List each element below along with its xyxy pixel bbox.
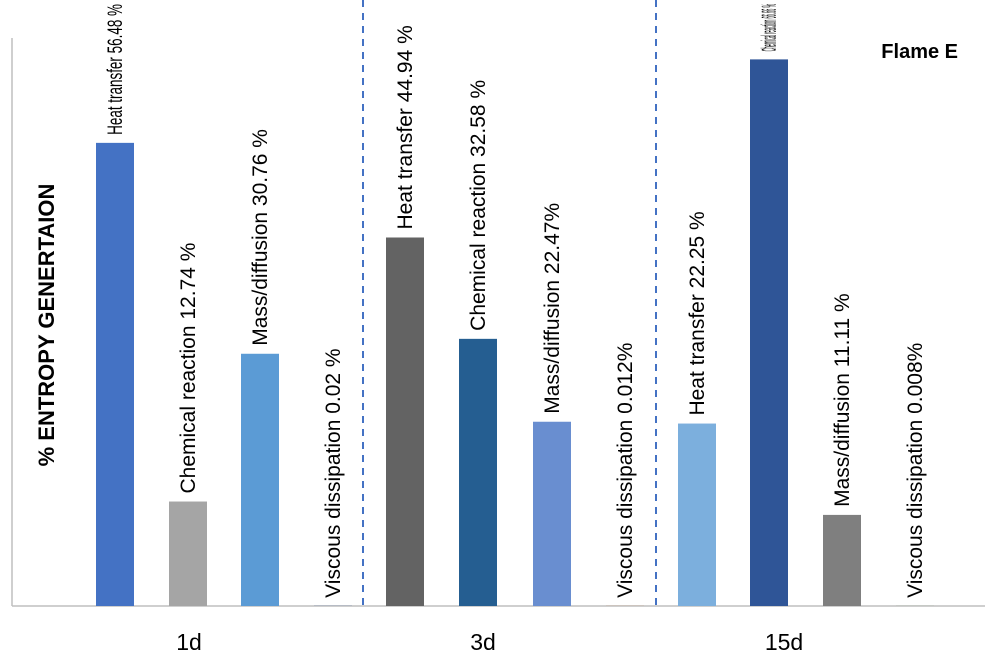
bar-label: Heat transfer 56.48 %	[104, 4, 127, 135]
bar-label: Viscous dissipation 0.008%	[904, 343, 927, 598]
bar-label: Viscous dissipation 0.02 %	[322, 348, 345, 597]
bar	[96, 142, 134, 606]
bar-labels: Heat transfer 56.48 % Chemical reaction 1…	[104, 4, 927, 598]
category-label: 1d	[176, 629, 202, 655]
category-label: 15d	[765, 629, 803, 655]
bar-label: Mass/diffusion 11.11 %	[831, 293, 854, 507]
chart-title: Flame E	[881, 41, 958, 63]
bar	[533, 421, 571, 606]
bar-label: Heat transfer 44.94 %	[394, 25, 417, 229]
y-axis-label: % ENTROPY GENERTAION	[34, 184, 59, 467]
bar	[459, 338, 497, 606]
bar-label: Heat transfer 22.25 %	[686, 211, 709, 415]
category-label: 3d	[470, 629, 496, 655]
bar-label: Chemical reaction 12.74 %	[177, 243, 200, 494]
bar	[169, 501, 207, 606]
bar	[823, 514, 861, 606]
bar	[241, 353, 279, 606]
bar-label: Viscous dissipation 0.012%	[614, 343, 637, 598]
category-labels: 1d 3d 15d	[176, 629, 803, 655]
bars	[96, 59, 934, 606]
bar	[386, 237, 424, 606]
bar-label: Chemical reaction 32.58 %	[467, 80, 490, 331]
group-separators	[362, 0, 657, 606]
bar-label: Mass/diffusion 30.76 %	[249, 129, 272, 346]
bar	[750, 59, 788, 606]
bar-label: Mass/diffusion 22.47%	[541, 203, 564, 414]
bar-label: Chemical reaction 66.66 %	[758, 4, 781, 51]
bar	[678, 423, 716, 606]
